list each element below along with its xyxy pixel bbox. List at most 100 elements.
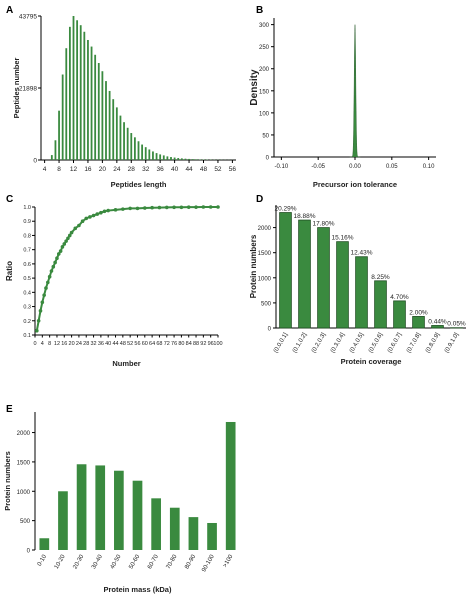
x-tick-label: -0.05 <box>311 164 325 170</box>
bar <box>162 155 165 160</box>
x-tick-label: 32 <box>142 166 150 173</box>
x-tick-label: 60-70 <box>147 553 160 570</box>
bar <box>155 153 158 160</box>
y-tick-label: 1.0 <box>23 205 31 211</box>
y-tick-label: 0 <box>266 156 270 162</box>
data-point <box>102 209 107 214</box>
bar <box>180 158 183 160</box>
bar-value-label: 8.25% <box>371 274 390 281</box>
data-point <box>38 309 43 313</box>
y-tick-label: 0 <box>27 549 31 555</box>
data-point <box>62 242 67 246</box>
x-tick-label: 44 <box>112 341 118 347</box>
panel-letter-a: A <box>6 5 13 16</box>
bar <box>148 149 151 160</box>
x-tick-label: 20 <box>69 341 75 347</box>
x-tick-label: 80-90 <box>184 553 197 570</box>
panel-letter-c: C <box>6 194 13 205</box>
bar <box>58 110 60 160</box>
bar <box>141 144 144 160</box>
x-tick-label: -0.10 <box>275 164 289 170</box>
data-point <box>67 233 72 238</box>
bar <box>170 157 172 160</box>
panel-c-chart: 0.10.20.30.40.50.60.70.80.91.00 4 8 12 16 20 2… <box>5 205 223 368</box>
bar <box>61 74 64 160</box>
data-point <box>91 213 96 218</box>
y-tick-label: 1500 <box>258 251 272 257</box>
x-tick-label: 100 <box>213 341 222 347</box>
x-tick-label: 20 <box>99 166 107 173</box>
data-point <box>95 212 100 216</box>
panel-b-chart: 0 50 100 150 200 250 300 -0.10 -0.05 0.00 0.05 0.10… <box>249 18 436 189</box>
x-tick-label: 0 <box>33 341 36 347</box>
x-axis-label: Protein mass (kDa) <box>104 585 172 594</box>
bar <box>76 20 79 160</box>
y-tick-label: 500 <box>261 301 272 307</box>
x-tick-label: 28 <box>128 166 136 173</box>
bar-value-label: 17.80% <box>312 221 334 228</box>
x-tick-label: 4 <box>43 166 47 173</box>
data-point <box>60 245 65 249</box>
y-tick-label: 43795 <box>19 14 37 21</box>
bar <box>137 141 140 160</box>
x-tick-label: 30-40 <box>91 553 104 570</box>
bar <box>195 159 198 160</box>
x-tick-label: 56 <box>134 341 140 347</box>
y-tick-label: 500 <box>20 519 31 525</box>
x-tick-label: 96 <box>208 341 214 347</box>
y-tick-label: 250 <box>259 45 270 51</box>
panel-letter-d: D <box>256 194 263 205</box>
bar <box>336 241 349 329</box>
y-axis-label: Protein numbers <box>249 234 258 298</box>
data-point <box>51 264 56 269</box>
bar <box>72 16 75 160</box>
data-point <box>36 318 41 323</box>
bar <box>225 421 236 550</box>
bar <box>114 470 124 550</box>
bar <box>191 159 194 160</box>
x-tick-label: (0.0,0.1] <box>273 332 289 354</box>
data-point <box>179 205 184 210</box>
bar <box>83 31 86 160</box>
data-point <box>128 206 132 211</box>
data-point <box>208 205 213 209</box>
data-point <box>88 215 92 219</box>
bar <box>76 464 87 550</box>
data-point <box>56 252 61 256</box>
bar <box>144 147 147 160</box>
bar <box>94 54 97 160</box>
data-point <box>53 260 57 265</box>
x-tick-label: 48 <box>120 341 126 347</box>
data-point <box>73 226 78 231</box>
x-tick-label: (0.9,1.0] <box>444 332 460 354</box>
y-tick-label: 150 <box>259 89 270 95</box>
x-tick-label: 56 <box>229 166 237 173</box>
bar <box>177 158 180 160</box>
y-tick-label: 21898 <box>19 85 37 92</box>
x-tick-label: (0.6,0.7] <box>387 332 403 354</box>
data-point <box>66 236 70 241</box>
x-tick-label: 40-50 <box>110 553 123 570</box>
x-tick-label: 70-80 <box>166 553 179 570</box>
bar <box>198 159 201 160</box>
data-point <box>216 205 220 209</box>
x-tick-label: 0.05 <box>386 164 398 170</box>
x-axis-label: Protein coverage <box>341 357 402 366</box>
y-tick-label: 1500 <box>17 460 31 466</box>
bar <box>355 256 368 329</box>
bar <box>39 538 50 550</box>
bar <box>90 46 93 160</box>
x-tick-label: 48 <box>200 166 208 173</box>
y-tick-label: 0.3 <box>23 305 31 311</box>
data-point <box>58 249 63 253</box>
x-tick-label: 12 <box>54 341 60 347</box>
x-tick-label: 24 <box>76 341 82 347</box>
data-point <box>80 219 85 224</box>
x-tick-label: (0.2,0.3] <box>311 332 327 354</box>
bar <box>374 280 387 329</box>
x-tick-label: 28 <box>83 341 89 347</box>
bar <box>95 465 106 550</box>
bar <box>188 158 190 160</box>
